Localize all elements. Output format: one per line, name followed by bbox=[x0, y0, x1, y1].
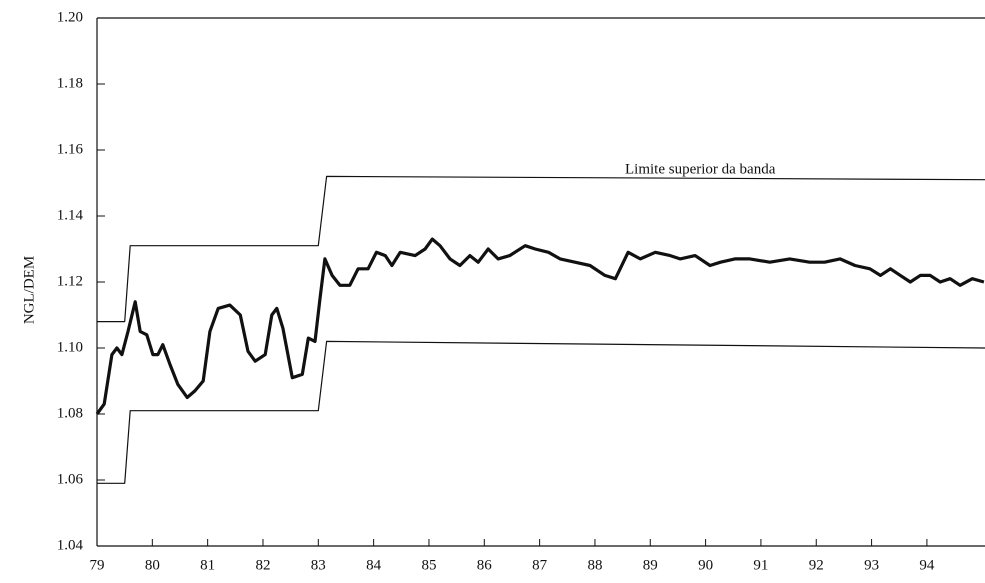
series-line bbox=[95, 237, 985, 415]
y-tick-label: 1.20 bbox=[57, 9, 83, 25]
y-axis-label: NGL/DEM bbox=[21, 256, 37, 324]
x-tick-label: 81 bbox=[200, 557, 215, 573]
x-tick-label: 91 bbox=[753, 557, 768, 573]
x-tick-label: 94 bbox=[919, 557, 935, 573]
y-tick-label: 1.16 bbox=[57, 141, 84, 157]
annotation: Limite superior da banda bbox=[625, 161, 776, 177]
y-tick-label: 1.18 bbox=[57, 75, 83, 91]
y-tick-label: 1.14 bbox=[57, 207, 84, 223]
x-tick-label: 80 bbox=[145, 557, 160, 573]
y-tick-label: 1.04 bbox=[57, 537, 84, 553]
y-tick-label: 1.06 bbox=[57, 471, 84, 487]
x-tick-label: 90 bbox=[698, 557, 713, 573]
x-tick-label: 85 bbox=[421, 557, 436, 573]
x-tick-label: 79 bbox=[90, 557, 105, 573]
x-tick-label: 82 bbox=[255, 557, 270, 573]
y-tick-label: 1.12 bbox=[57, 273, 83, 289]
y-tick-label: 1.10 bbox=[57, 339, 83, 355]
x-tick-label: 87 bbox=[532, 557, 548, 573]
x-tick-label: 83 bbox=[311, 557, 326, 573]
series-line bbox=[97, 175, 985, 323]
x-tick-label: 89 bbox=[643, 557, 658, 573]
x-tick-label: 92 bbox=[809, 557, 824, 573]
x-tick-label: 84 bbox=[366, 557, 382, 573]
series-line bbox=[97, 340, 985, 484]
x-tick-label: 93 bbox=[864, 557, 879, 573]
y-tick-label: 1.08 bbox=[57, 405, 83, 421]
x-tick-label: 86 bbox=[477, 557, 493, 573]
x-tick-label: 88 bbox=[587, 557, 602, 573]
